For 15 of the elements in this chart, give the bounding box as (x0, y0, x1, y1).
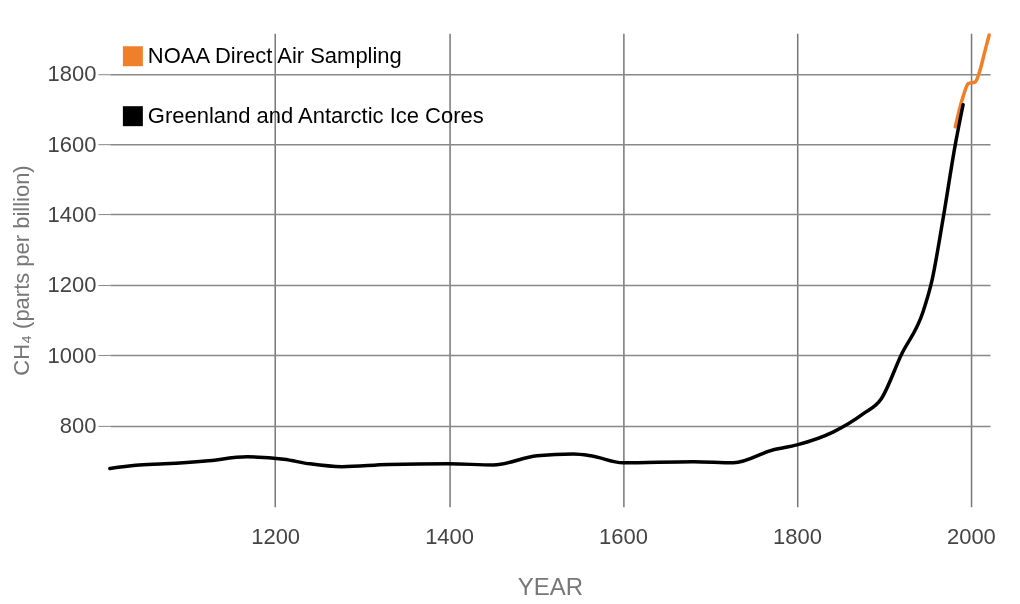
legend-label: NOAA Direct Air Sampling (147, 43, 402, 69)
x-tick-label: 1400 (425, 524, 475, 550)
x-tick-label: 1200 (251, 524, 301, 550)
x-axis-title: YEAR (517, 573, 584, 601)
legend-label: Greenland and Antarctic Ice Cores (147, 103, 484, 129)
y-tick-label: 1800 (47, 61, 97, 87)
y-tick-label: 800 (59, 413, 97, 439)
x-tick-label: 1600 (599, 524, 648, 550)
y-tick-label: 1200 (47, 272, 97, 298)
y-axis-title: CH₄ (parts per billion) (8, 165, 34, 376)
y-tick-label: 1000 (47, 342, 97, 368)
x-tick-label: 2000 (946, 524, 996, 550)
y-tick-label: 1400 (47, 202, 97, 228)
x-tick-label: 1800 (773, 524, 822, 550)
y-tick-label: 1600 (47, 131, 97, 157)
